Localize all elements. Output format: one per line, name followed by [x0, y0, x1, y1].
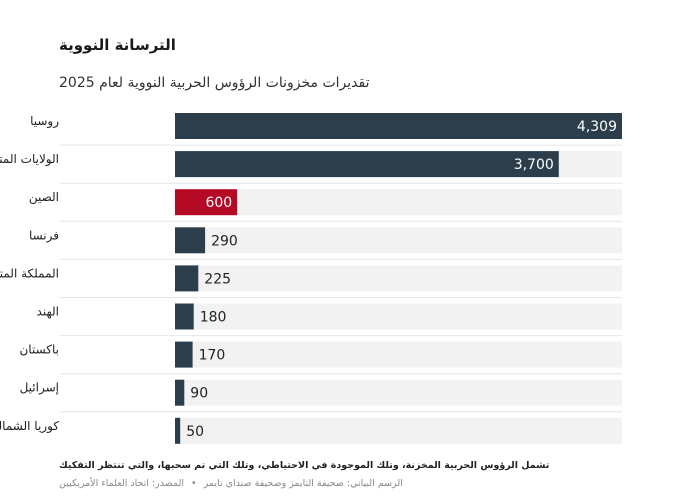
bar: [175, 189, 238, 216]
value-label: 180: [200, 310, 227, 326]
bar: [175, 341, 193, 368]
value-label: 50: [186, 424, 204, 440]
category-label: فرنسا: [29, 228, 59, 243]
bar: [175, 227, 206, 254]
category-label: إسرائيل: [20, 381, 59, 396]
credit-source: المصدر: اتحاد العلماء الأمريكيين: [59, 478, 184, 489]
value-label: 90: [190, 386, 208, 402]
chart-subtitle: تقديرات مخزونات الرؤوس الحربية النووية ل…: [59, 75, 370, 91]
bar-track: [175, 189, 622, 216]
category-label: باكستان: [19, 343, 59, 357]
category-label: روسيا: [30, 114, 59, 129]
bar: [175, 303, 194, 330]
credit-separator: •: [191, 478, 197, 489]
bar-track: [175, 227, 622, 254]
bar: [175, 151, 559, 178]
credit-graphic: الرسم البياني: صحيفة التايمز وصحيفة صندا…: [203, 478, 403, 489]
bar-track: [175, 417, 622, 444]
value-label: 225: [204, 271, 231, 287]
value-label: 170: [199, 348, 226, 364]
bar-track: [175, 265, 622, 292]
bar-track: [175, 303, 622, 330]
bar-track: [175, 341, 622, 368]
category-label: الهند: [37, 305, 59, 319]
value-label: 600: [205, 195, 232, 211]
bar: [175, 113, 622, 139]
bar: [175, 265, 199, 292]
category-label: الصين: [29, 190, 59, 205]
value-label: 290: [211, 233, 238, 249]
value-label: 4,309: [577, 119, 617, 135]
bar: [175, 379, 185, 406]
chart-credits: الرسم البياني: صحيفة التايمز وصحيفة صندا…: [59, 478, 403, 489]
chart-footnote: تشمل الرؤوس الحربية المخزنة، وتلك الموجو…: [59, 460, 550, 471]
category-label: الولايات المتحدة: [0, 152, 59, 167]
value-label: 3,700: [514, 157, 554, 173]
bar: [175, 417, 181, 444]
category-label: المملكة المتحدة: [0, 266, 59, 280]
chart-title: الترسانة النووية: [59, 36, 176, 54]
bar-track: [175, 379, 622, 406]
category-label: كوريا الشمالية: [0, 419, 59, 434]
